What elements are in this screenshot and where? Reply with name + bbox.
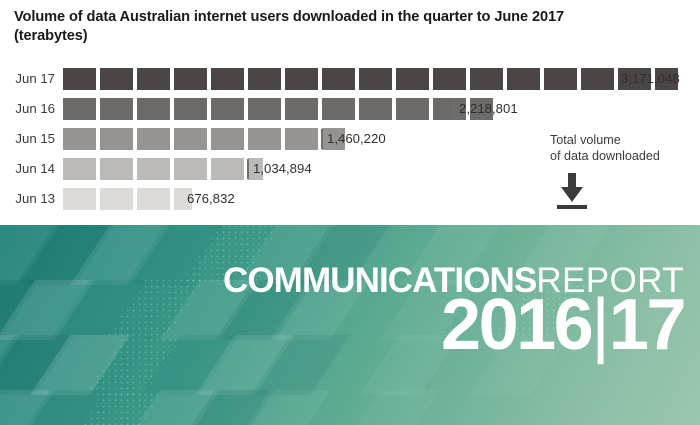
bar-row-label: Jun 16 (15, 101, 55, 116)
bar-segment (544, 68, 577, 90)
bar-segment (137, 158, 170, 180)
bar-segment (100, 188, 133, 210)
bar-segment (396, 98, 429, 120)
annotation-line-1: Total volume (550, 133, 621, 147)
bar-segment (248, 128, 281, 150)
bar-row-label: Jun 15 (15, 131, 55, 146)
bar-row: Jun 16 2,218,801 (0, 98, 700, 120)
bar-segment (322, 68, 355, 90)
bar-end-tick (453, 99, 455, 119)
bar-value-label: 3,171,048 (621, 71, 680, 86)
bar-segment (396, 68, 429, 90)
bar-value-label: 2,218,801 (459, 101, 518, 116)
bar-segment (322, 98, 355, 120)
bar-track (63, 68, 678, 90)
bar-row: Jun 14 1,034,894 (0, 158, 700, 180)
bar-segment (248, 68, 281, 90)
bar-segment-partial (174, 188, 192, 210)
banner-year-second: 17 (608, 285, 687, 365)
bar-segment (285, 98, 318, 120)
page-title: Volume of data Australian internet users… (14, 8, 686, 46)
banner-year: 2016|17 (441, 285, 687, 365)
bar-end-tick (321, 129, 323, 149)
banner-heading-strong: COMMUNICATIONS (222, 261, 537, 300)
bar-segment (470, 68, 503, 90)
bar-segment (248, 98, 281, 120)
download-arrow-icon (555, 173, 690, 214)
bar-track (63, 98, 493, 120)
bar-segment (100, 98, 133, 120)
bar-segment (211, 158, 244, 180)
annotation-line-2: of data downloaded (550, 149, 660, 163)
bar-segment-partial (470, 98, 493, 120)
bar-segment (137, 98, 170, 120)
bar-segment (211, 98, 244, 120)
bar-segment-partial (655, 68, 678, 90)
bar-segment (100, 68, 133, 90)
bar-value-label: 1,034,894 (253, 161, 312, 176)
bar-segment (63, 158, 96, 180)
banner-heading: COMMUNICATIONSREPORT (223, 261, 684, 301)
bar-row-label: Jun 14 (15, 161, 55, 176)
bar-segment (359, 98, 392, 120)
bar-segment (63, 188, 96, 210)
bar-segment (359, 68, 392, 90)
bar-chart: Jun 17 3,171,048 Jun 16 2,218,801 Jun 15 1,46… (0, 60, 700, 225)
bar-row: Jun 15 1,460,220 (0, 128, 700, 150)
bar-segment (63, 68, 96, 90)
bar-track (63, 188, 192, 210)
bar-row-label: Jun 17 (15, 71, 55, 86)
bar-segment (433, 98, 466, 120)
bar-segment (507, 68, 540, 90)
bar-segment (433, 68, 466, 90)
banner-chevron-texture (0, 225, 610, 425)
bar-segment (63, 98, 96, 120)
bar-segment (63, 128, 96, 150)
bar-segment (581, 68, 614, 90)
total-volume-annotation: Total volume of data downloaded (550, 132, 690, 214)
bar-row: Jun 17 3,171,048 (0, 68, 700, 90)
banner-year-separator: | (591, 285, 610, 365)
page-title-line-1: Volume of data Australian internet users… (14, 9, 565, 25)
banner-heading-light: REPORT (536, 261, 684, 300)
bar-value-label: 676,832 (187, 191, 235, 206)
bar-track (63, 128, 345, 150)
bar-end-tick (247, 159, 249, 179)
bar-segment (174, 98, 207, 120)
bar-segment (137, 188, 170, 210)
bar-segment (211, 128, 244, 150)
bar-segment (174, 68, 207, 90)
bar-row-label: Jun 13 (15, 191, 55, 206)
bar-track (63, 158, 263, 180)
bar-segment (285, 68, 318, 90)
bar-segment-partial (322, 128, 345, 150)
bar-row: Jun 13 676,832 (0, 188, 700, 210)
bar-segment (618, 68, 651, 90)
bar-segment (100, 158, 133, 180)
bar-segment (211, 68, 244, 90)
communications-report-banner: COMMUNICATIONSREPORT 2016|17 researchacm… (0, 225, 700, 425)
bar-segment (285, 128, 318, 150)
bar-segment (137, 128, 170, 150)
bar-segment (137, 68, 170, 90)
banner-year-first: 2016 (441, 285, 594, 365)
bar-segment (174, 128, 207, 150)
bar-segment-partial (248, 158, 263, 180)
page-title-line-2: (terabytes) (14, 28, 88, 44)
bar-segment (174, 158, 207, 180)
bar-value-label: 1,460,220 (327, 131, 386, 146)
bar-segment (100, 128, 133, 150)
